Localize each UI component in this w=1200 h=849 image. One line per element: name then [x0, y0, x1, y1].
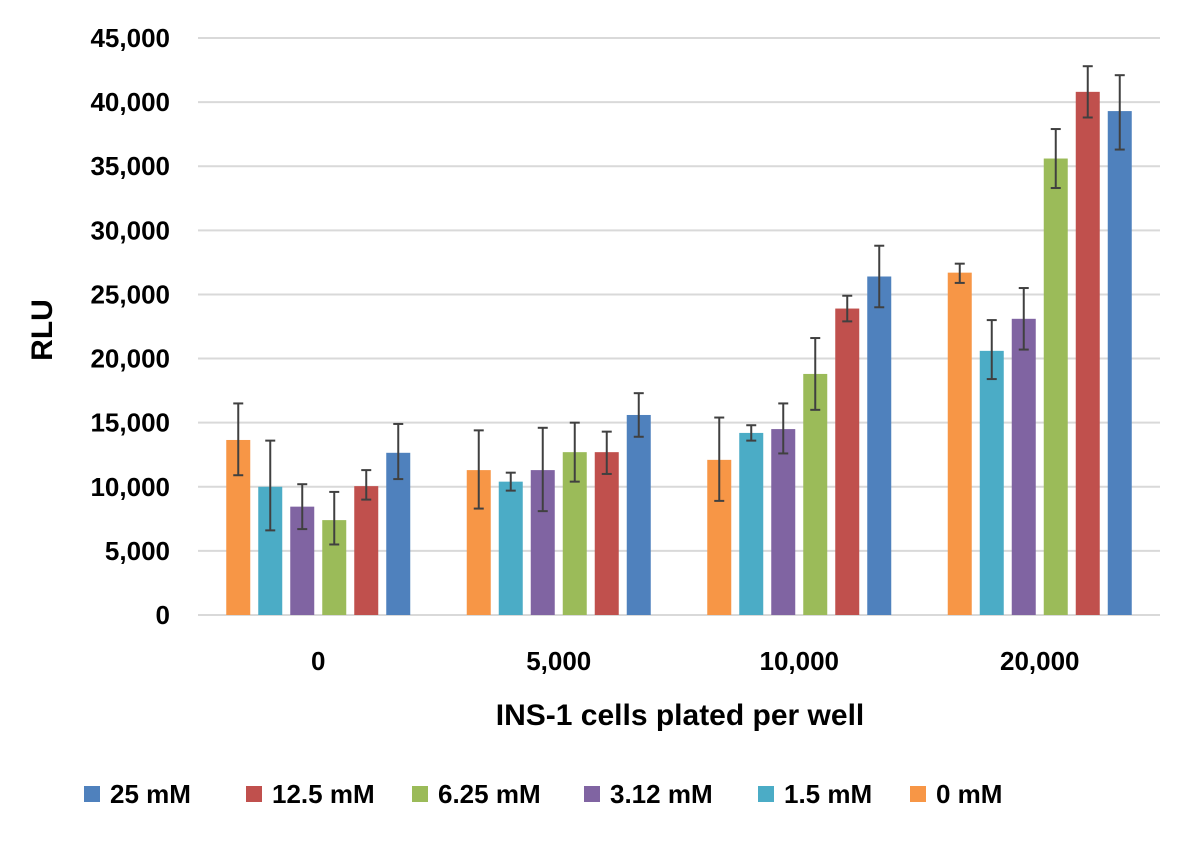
legend-swatch	[910, 786, 926, 802]
bar	[626, 414, 651, 615]
legend-swatch	[246, 786, 262, 802]
bars	[226, 65, 1132, 616]
bar	[498, 481, 523, 615]
x-axis-ticks: 0 5,000 10,000 20,000	[311, 646, 1080, 676]
bar	[1011, 318, 1036, 615]
bar	[867, 276, 892, 615]
y-tick-label: 45,000	[90, 23, 170, 53]
legend-swatch	[84, 786, 100, 802]
y-tick-label: 40,000	[90, 87, 170, 117]
y-tick-label: 10,000	[90, 472, 170, 502]
y-tick-label: 20,000	[90, 344, 170, 374]
x-axis-label: INS-1 cells plated per well	[496, 699, 864, 732]
bar	[354, 486, 379, 615]
bar	[979, 350, 1004, 615]
bar	[835, 308, 860, 615]
bar	[947, 272, 972, 615]
legend: 25 mM 12.5 mM 6.25 mM 3.12 mM 1.5 mM 0 mM	[84, 779, 1002, 809]
bar	[1075, 91, 1100, 615]
legend-swatch	[412, 786, 428, 802]
bar	[594, 452, 619, 615]
x-tick-label: 10,000	[759, 646, 839, 676]
y-tick-label: 35,000	[90, 151, 170, 181]
y-tick-label: 0	[156, 600, 170, 630]
bar	[771, 429, 796, 615]
legend-label: 6.25 mM	[438, 779, 541, 809]
y-axis-ticks: 0 5,000 10,000 15,000 20,000 25,000 30,000 35,0…	[90, 23, 170, 630]
y-tick-label: 15,000	[90, 408, 170, 438]
y-axis-label: RLU	[26, 299, 59, 361]
legend-label: 1.5 mM	[784, 779, 872, 809]
x-tick-label: 5,000	[526, 646, 591, 676]
bar	[1107, 111, 1132, 615]
y-tick-label: 5,000	[105, 536, 170, 566]
bar	[739, 432, 764, 615]
y-tick-label: 25,000	[90, 279, 170, 309]
x-tick-label: 20,000	[1000, 646, 1080, 676]
legend-swatch	[758, 786, 774, 802]
y-tick-label: 30,000	[90, 215, 170, 245]
legend-label: 0 mM	[936, 779, 1002, 809]
legend-label: 25 mM	[110, 779, 191, 809]
x-tick-label: 0	[311, 646, 325, 676]
legend-swatch	[584, 786, 600, 802]
bar	[803, 373, 828, 615]
legend-label: 3.12 mM	[610, 779, 713, 809]
legend-label: 12.5 mM	[272, 779, 375, 809]
bar	[1043, 158, 1068, 616]
